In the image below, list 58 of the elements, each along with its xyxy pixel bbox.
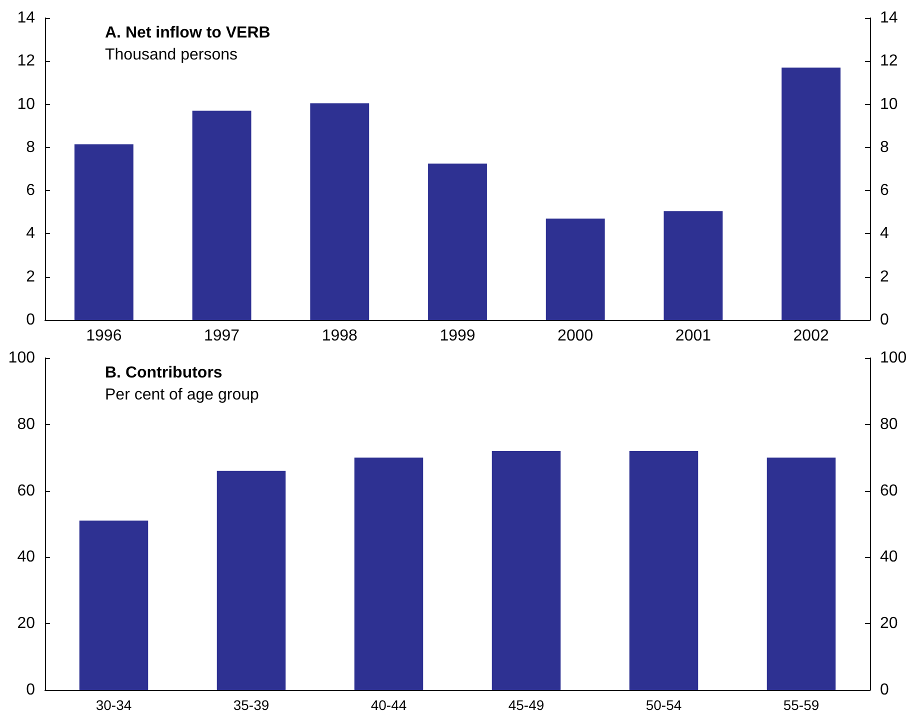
bar bbox=[664, 211, 723, 320]
y2-tick-label: 4 bbox=[880, 225, 889, 242]
text: Thousand persons bbox=[105, 46, 238, 64]
y2-tick-label: 12 bbox=[880, 52, 898, 70]
y2-tick-label: 20 bbox=[880, 615, 898, 632]
y-tick-label: 4 bbox=[26, 225, 36, 242]
y-tick-label: 80 bbox=[17, 416, 36, 433]
x-tick-label: 35-39 bbox=[233, 697, 270, 713]
y-tick-label: 100 bbox=[8, 350, 36, 366]
bar bbox=[546, 218, 605, 320]
bar bbox=[766, 458, 836, 690]
y-tick-label: 12 bbox=[17, 52, 36, 70]
y-tick-label: 6 bbox=[26, 182, 36, 200]
bar bbox=[782, 68, 841, 320]
y2-tick-label: 60 bbox=[880, 482, 898, 500]
y2-tick-label: 2 bbox=[880, 268, 889, 286]
y-tick-label: 10 bbox=[17, 96, 36, 113]
x-tick-label: 2000 bbox=[558, 328, 594, 344]
x-tick-label: 55-59 bbox=[783, 697, 820, 713]
y2-tick-label: 10 bbox=[880, 96, 898, 113]
x-tick-label: 1996 bbox=[86, 328, 122, 344]
text: Per cent of age group bbox=[105, 386, 259, 404]
y-tick-label: 8 bbox=[26, 138, 36, 156]
y-tick-label: 0 bbox=[26, 312, 36, 328]
chart-title: B. Contributors bbox=[105, 364, 222, 382]
bar bbox=[74, 144, 134, 320]
x-tick-label: 2002 bbox=[793, 328, 829, 344]
y2-tick-label: 0 bbox=[880, 682, 889, 698]
y2-tick-label: 80 bbox=[880, 416, 898, 433]
chart-title: A. Net inflow to VERB bbox=[105, 24, 270, 42]
bar bbox=[492, 450, 561, 690]
x-tick-label: 50-54 bbox=[646, 697, 682, 713]
y2-tick-label: 6 bbox=[880, 182, 889, 200]
bar bbox=[216, 470, 286, 690]
y-tick-label: 0 bbox=[26, 682, 36, 698]
y-tick-label: 14 bbox=[17, 10, 36, 26]
y2-tick-label: 0 bbox=[880, 312, 889, 328]
bar bbox=[310, 103, 370, 320]
y2-tick-label: 8 bbox=[880, 138, 889, 156]
y2-tick-label: 14 bbox=[880, 10, 898, 26]
y-tick-label: 60 bbox=[17, 482, 36, 500]
x-tick-label: 2001 bbox=[675, 328, 712, 344]
x-tick-label: 1997 bbox=[204, 328, 240, 344]
bar bbox=[629, 450, 698, 690]
y-tick-label: 2 bbox=[26, 268, 36, 286]
bar bbox=[79, 520, 148, 690]
y2-tick-label: 100 bbox=[880, 350, 907, 366]
bar bbox=[428, 164, 487, 320]
x-tick-label: 45-49 bbox=[508, 697, 544, 713]
y-tick-label: 20 bbox=[17, 615, 36, 632]
bar bbox=[192, 110, 252, 320]
x-tick-label: 1998 bbox=[322, 328, 358, 344]
x-tick-label: 40-44 bbox=[370, 697, 407, 713]
x-tick-label: 30-34 bbox=[96, 697, 132, 713]
y2-tick-label: 40 bbox=[880, 548, 898, 566]
bar bbox=[354, 458, 424, 690]
x-tick-label: 1999 bbox=[440, 328, 476, 344]
y-tick-label: 40 bbox=[17, 548, 36, 566]
